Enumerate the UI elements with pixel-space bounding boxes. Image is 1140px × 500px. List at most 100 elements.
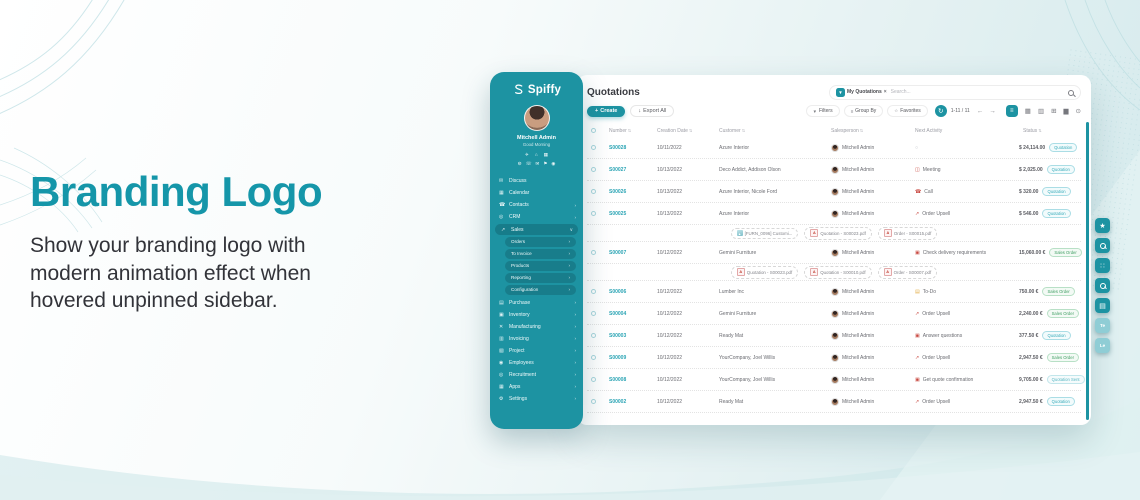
- sidebar-item-configuration[interactable]: Configuration ›: [505, 284, 576, 295]
- pager-next-button[interactable]: →: [989, 107, 996, 115]
- sidebar-item-settings[interactable]: ⚙ Settings ›: [490, 393, 583, 405]
- row-checkbox[interactable]: [591, 355, 596, 360]
- pager-prev-button[interactable]: ←: [976, 107, 984, 115]
- table-row[interactable]: S00027 10/13/2022 Deco Addict, Addison Ols…: [587, 159, 1081, 181]
- table-row[interactable]: S00002 10/12/2022 Ready Mat Mitchell Admin ↗…: [587, 391, 1081, 413]
- next-activity-cell[interactable]: ▣ Get quote confirmation: [915, 377, 1015, 383]
- row-checkbox[interactable]: [591, 333, 596, 338]
- sidebar-item-inventory[interactable]: ▣ Inventory ›: [490, 309, 583, 321]
- column-header-number[interactable]: Number⇅: [609, 127, 632, 134]
- attachment-chip[interactable]: A Order - S00007.pdf: [877, 265, 938, 279]
- table-row[interactable]: S00026 10/13/2022 Azure Interior, Nicole F…: [587, 181, 1081, 203]
- row-checkbox[interactable]: [591, 189, 596, 194]
- order-number-link[interactable]: S00002: [609, 398, 627, 405]
- sidebar-item-calendar[interactable]: ▦ Calendar: [490, 187, 583, 199]
- attachment-chip[interactable]: ▲ [FURN_0096] Customi...: [730, 227, 799, 239]
- next-activity-cell[interactable]: ◫ Meeting: [915, 167, 1015, 173]
- home-icon[interactable]: ⌂: [534, 152, 538, 157]
- table-row[interactable]: S00008 10/12/2022 YourCompany, Joel Willis…: [587, 369, 1085, 391]
- row-checkbox[interactable]: [591, 399, 596, 404]
- order-number-link[interactable]: S00008: [609, 376, 627, 383]
- table-row[interactable]: S00025 10/13/2022 Azure Interior Mitchell A…: [587, 203, 1081, 225]
- sidebar-item-project[interactable]: ▧ Project ›: [490, 345, 583, 357]
- column-header-salesperson[interactable]: Salesperson⇅: [831, 127, 864, 134]
- list-view-button[interactable]: ≡: [1005, 105, 1018, 117]
- group-by-button[interactable]: ≡ Group By: [843, 105, 884, 117]
- table-row[interactable]: S00004 10/12/2022 Gemini Furniture Mitchell…: [587, 303, 1081, 325]
- sidebar-item-contacts[interactable]: ☎ Contacts ›: [490, 199, 583, 211]
- sidebar-item-reporting[interactable]: Reporting ›: [505, 272, 576, 283]
- sidebar-item-to-invoice[interactable]: To Invoice ›: [505, 248, 576, 259]
- vertical-scrollbar[interactable]: [1086, 122, 1089, 420]
- next-activity-cell[interactable]: ↗ Order Upsell: [915, 355, 1015, 361]
- order-number-link[interactable]: S00009: [609, 354, 627, 361]
- kanban-view-button[interactable]: ▦: [1024, 108, 1031, 115]
- sidebar-item-apps[interactable]: ▦ Apps ›: [490, 381, 583, 393]
- row-checkbox[interactable]: [591, 211, 596, 216]
- row-checkbox[interactable]: [591, 377, 596, 382]
- le-button[interactable]: Le: [1095, 338, 1110, 353]
- next-activity-cell[interactable]: ▣ Check delivery requirements: [915, 250, 1015, 256]
- order-number-link[interactable]: S00027: [609, 166, 627, 173]
- sidebar-item-sales[interactable]: ↗ Sales ∨: [495, 224, 578, 235]
- filter-chip[interactable]: ▼ My Quotations ×: [836, 87, 887, 97]
- order-number-link[interactable]: S00028: [609, 144, 627, 151]
- order-number-link[interactable]: S00025: [609, 210, 627, 217]
- flag-icon[interactable]: ⚑: [543, 161, 548, 166]
- search-bar[interactable]: ▼ My Quotations × Search...: [829, 83, 1081, 101]
- attachment-chip[interactable]: A Quotation - S00023.pdf: [804, 226, 872, 240]
- plane-icon[interactable]: ✈: [525, 152, 529, 157]
- pivot-view-button[interactable]: ⊞: [1051, 108, 1057, 115]
- order-number-link[interactable]: S00004: [609, 310, 627, 317]
- te-button[interactable]: Te: [1095, 318, 1110, 333]
- zoom-button[interactable]: [1095, 278, 1110, 293]
- sidebar-item-recruitment[interactable]: ◎ Recruitment ›: [490, 369, 583, 381]
- next-activity-cell[interactable]: ▤ To-Do: [915, 289, 1015, 295]
- filters-button[interactable]: ▼ Filters: [805, 105, 840, 117]
- sidebar-item-discuss[interactable]: ✉ Discuss: [490, 175, 583, 187]
- sidebar-item-products[interactable]: Products ›: [505, 260, 576, 271]
- column-header-status[interactable]: Status⇅: [1023, 127, 1042, 134]
- graph-view-button[interactable]: ▆: [1063, 108, 1069, 115]
- sidebar-item-orders[interactable]: Orders ›: [505, 236, 576, 247]
- select-all-checkbox[interactable]: [591, 128, 596, 133]
- create-button[interactable]: + Create: [587, 105, 626, 117]
- table-row[interactable]: S00006 10/12/2022 Lumber Inc Mitchell Admin…: [587, 281, 1081, 303]
- order-number-link[interactable]: S00003: [609, 332, 627, 339]
- search-button[interactable]: [1095, 238, 1110, 253]
- star-button[interactable]: ★: [1095, 218, 1110, 233]
- sidebar-item-purchase[interactable]: ▤ Purchase ›: [490, 297, 583, 309]
- sidebar-item-crm[interactable]: ◎ CRM ›: [490, 211, 583, 223]
- search-icon[interactable]: [1068, 83, 1074, 101]
- pin-icon[interactable]: ◉: [551, 161, 556, 166]
- kanban-button[interactable]: ▤: [1095, 298, 1110, 313]
- attachment-chip[interactable]: A Order - S00015.pdf: [877, 226, 938, 240]
- sidebar-item-invoicing[interactable]: ▥ Invoicing ›: [490, 333, 583, 345]
- calendar-view-button[interactable]: ▥: [1037, 108, 1045, 115]
- mail-icon[interactable]: ✉: [535, 161, 540, 166]
- order-number-link[interactable]: S00006: [609, 288, 627, 295]
- row-checkbox[interactable]: [591, 145, 596, 150]
- export-all-button[interactable]: ↓ Export All: [630, 105, 675, 117]
- brand-logo[interactable]: Spiffy: [490, 83, 583, 96]
- next-activity-cell[interactable]: ↗ Order Upsell: [915, 311, 1015, 317]
- order-number-link[interactable]: S00007: [609, 249, 627, 256]
- refresh-button[interactable]: ↻: [934, 105, 947, 117]
- sidebar-item-manufacturing[interactable]: ✕ Manufacturing ›: [490, 321, 583, 333]
- next-activity-cell[interactable]: ▣ Answer questions: [915, 333, 1015, 339]
- column-header-customer[interactable]: Customer⇅: [719, 127, 746, 134]
- order-number-link[interactable]: S00026: [609, 188, 627, 195]
- apps-grid-button[interactable]: ∷: [1095, 258, 1110, 273]
- next-activity-cell[interactable]: ☎ Call: [915, 189, 1015, 195]
- avatar[interactable]: [523, 105, 550, 131]
- attachment-chip[interactable]: A Quotation - S00010.pdf: [804, 265, 872, 279]
- remove-filter-icon[interactable]: ×: [883, 89, 887, 95]
- next-activity-cell[interactable]: ↗ Order Upsell: [915, 399, 1015, 405]
- activity-view-button[interactable]: ⊙: [1075, 108, 1081, 115]
- next-activity-cell[interactable]: ↗ Order Upsell: [915, 211, 1015, 217]
- row-checkbox[interactable]: [591, 311, 596, 316]
- table-row[interactable]: S00009 10/12/2022 YourCompany, Joel Willis…: [587, 347, 1081, 369]
- grid-icon[interactable]: ▦: [543, 152, 548, 157]
- row-checkbox[interactable]: [591, 250, 596, 255]
- row-checkbox[interactable]: [591, 289, 596, 294]
